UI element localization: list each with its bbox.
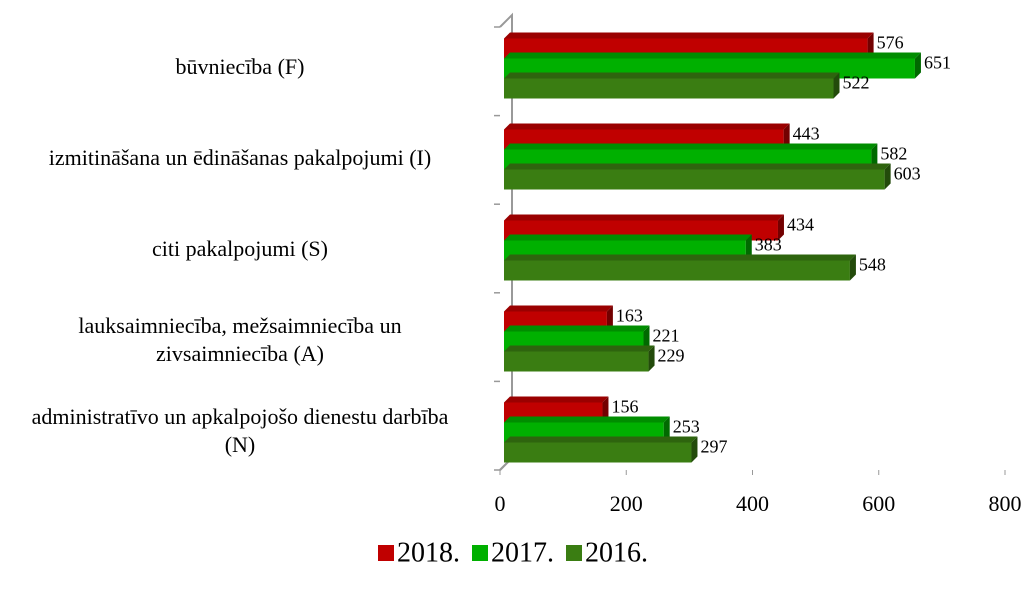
bar-top bbox=[504, 72, 840, 79]
bar bbox=[504, 351, 649, 372]
bar-top bbox=[504, 254, 856, 261]
data-label: 576 bbox=[877, 33, 904, 53]
bar-end bbox=[663, 416, 670, 443]
bar-end bbox=[867, 32, 874, 59]
y-tick-label: citi pakalpojumi (S) bbox=[5, 235, 475, 263]
bar-end bbox=[777, 214, 784, 241]
bar-end bbox=[849, 254, 856, 281]
data-label: 434 bbox=[787, 215, 814, 235]
category-text: izmitināšana un ēdināšanas pakalpojumi (… bbox=[48, 144, 432, 170]
data-label: 443 bbox=[793, 124, 820, 144]
bar-top bbox=[504, 143, 878, 150]
legend-label: 2018. bbox=[397, 537, 460, 568]
x-tick-label: 600 bbox=[862, 491, 895, 516]
bar-end bbox=[783, 123, 790, 150]
bar-top bbox=[504, 396, 609, 403]
bar-end bbox=[833, 72, 840, 99]
bar-top bbox=[504, 214, 784, 221]
data-label: 522 bbox=[843, 73, 870, 93]
legend-label: 2017. bbox=[491, 537, 554, 568]
y-tick-label: administratīvo un apkalpojošo dienestu d… bbox=[5, 403, 475, 459]
bar-end bbox=[691, 436, 698, 463]
data-label: 229 bbox=[658, 346, 685, 366]
x-tick-label: 800 bbox=[989, 491, 1022, 516]
y-tick-label: lauksaimniecība, mežsaimniecība un zivsa… bbox=[5, 312, 475, 368]
bar-top bbox=[504, 52, 921, 59]
category-text: citi pakalpojumi (S) bbox=[152, 235, 328, 261]
bar-end bbox=[914, 52, 921, 79]
data-label: 548 bbox=[859, 255, 886, 275]
bar bbox=[504, 260, 850, 281]
legend-swatch bbox=[472, 545, 488, 561]
data-label: 156 bbox=[611, 397, 638, 417]
bar-top bbox=[504, 234, 752, 241]
bar-top bbox=[504, 123, 790, 130]
legend-swatch bbox=[566, 545, 582, 561]
data-label: 297 bbox=[700, 437, 727, 457]
category-text: būvniecība (F) bbox=[175, 53, 305, 79]
bar-end bbox=[745, 234, 752, 261]
x-tick-label: 0 bbox=[495, 491, 506, 516]
y-tick-label: izmitināšana un ēdināšanas pakalpojumi (… bbox=[5, 144, 475, 172]
y-tick-label: būvniecība (F) bbox=[5, 53, 475, 81]
bar-top bbox=[504, 32, 874, 39]
category-text: administratīvo un apkalpojošo dienestu d… bbox=[31, 403, 449, 457]
bar-end bbox=[606, 305, 613, 332]
bar-top bbox=[504, 436, 698, 443]
bar bbox=[504, 169, 885, 190]
bar-top bbox=[504, 325, 650, 332]
bar-end bbox=[602, 396, 609, 423]
data-label: 221 bbox=[653, 326, 680, 346]
bar-top bbox=[504, 163, 891, 170]
bar-top bbox=[504, 305, 613, 312]
data-label: 163 bbox=[616, 306, 643, 326]
bar-end bbox=[884, 163, 891, 190]
bar bbox=[504, 78, 834, 99]
bar-top bbox=[504, 416, 670, 423]
legend-label: 2016. bbox=[585, 537, 648, 568]
data-label: 651 bbox=[924, 53, 951, 73]
bar-end bbox=[648, 345, 655, 372]
data-label: 603 bbox=[894, 164, 921, 184]
data-label: 253 bbox=[673, 417, 700, 437]
bar bbox=[504, 442, 692, 463]
x-tick-label: 200 bbox=[610, 491, 643, 516]
data-label: 582 bbox=[880, 144, 907, 164]
x-tick-label: 400 bbox=[736, 491, 769, 516]
bar-end bbox=[871, 143, 878, 170]
bar-end bbox=[643, 325, 650, 352]
data-label: 383 bbox=[755, 235, 782, 255]
legend-swatch bbox=[378, 545, 394, 561]
bar-top bbox=[504, 345, 655, 352]
category-text: lauksaimniecība, mežsaimniecība un zivsa… bbox=[78, 312, 402, 366]
